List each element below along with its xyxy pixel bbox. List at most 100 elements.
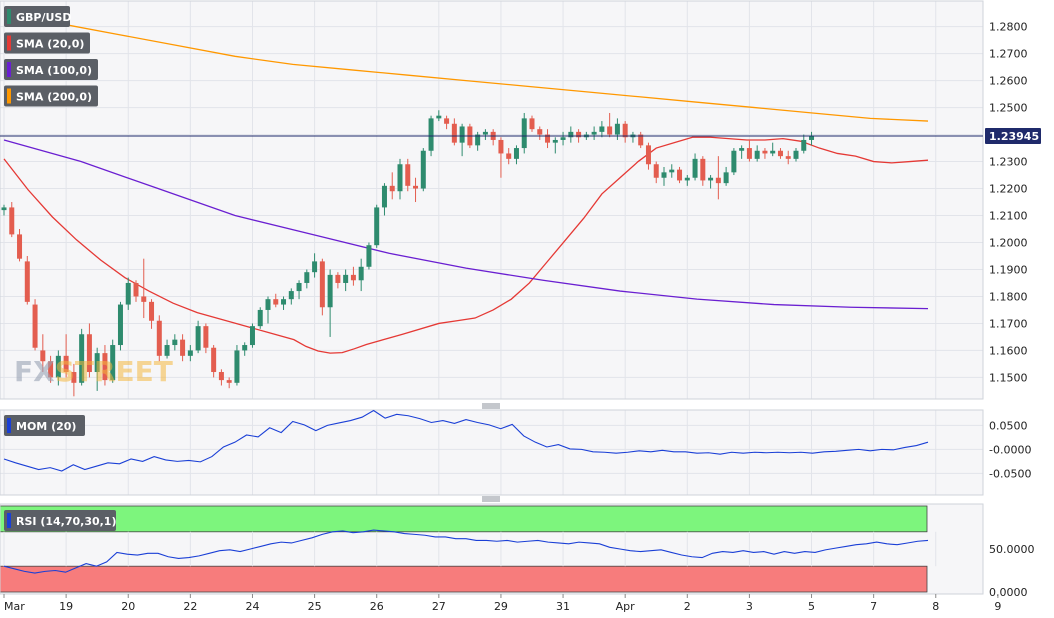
candle-body	[715, 177, 721, 184]
mom-y-axis: 0.0500 -0.0000 -0.0500	[989, 419, 1031, 480]
candle-body	[133, 282, 139, 297]
candle-body	[482, 131, 488, 135]
sma100-line	[3, 139, 929, 310]
panel-resize-handle[interactable]	[482, 403, 500, 409]
candles	[1, 110, 815, 397]
candle-body	[350, 274, 356, 281]
rsi-oversold-zone	[0, 565, 928, 593]
candle-body	[381, 185, 387, 208]
candle-body	[653, 164, 659, 178]
candle-body	[801, 139, 807, 151]
candle-body	[32, 304, 38, 348]
price-tick-label: 1.2800	[989, 21, 1028, 34]
candle-body	[607, 126, 613, 135]
fxstreet-watermark: FXSTREET	[14, 355, 173, 388]
x-tick-label: 9	[994, 600, 1001, 613]
x-tick-label: 2	[684, 600, 691, 613]
candle-body	[529, 118, 535, 130]
price-tick-label: 1.2000	[989, 236, 1028, 249]
candle-body	[599, 126, 605, 132]
candle-body	[677, 169, 683, 181]
mom-tick-label: -0.0500	[989, 467, 1031, 480]
candle-body	[141, 296, 147, 302]
rsi-y-axis: 50.0000 0.0000	[989, 543, 1035, 599]
mom-panel	[0, 410, 983, 495]
candle-body	[55, 355, 61, 378]
candle-body	[17, 234, 23, 259]
candle-body	[296, 282, 302, 292]
candle-body	[249, 326, 255, 346]
panel-resize-handle-2[interactable]	[482, 496, 500, 502]
mom-tick-label: -0.0000	[989, 443, 1031, 456]
candle-body	[661, 172, 667, 178]
x-tick-label: 8	[932, 600, 939, 613]
candle-body	[513, 148, 519, 159]
candle-body	[459, 126, 465, 143]
candle-body	[265, 299, 271, 310]
sma-lines	[3, 12, 929, 354]
candle-body	[389, 185, 395, 192]
rsi-zones	[0, 503, 984, 595]
x-tick-label: 29	[494, 600, 508, 613]
mom-legend[interactable]: MOM (20)	[4, 415, 85, 436]
candle-body	[48, 361, 54, 378]
rsi-line	[3, 529, 929, 574]
candle-body	[591, 131, 597, 135]
candle-body	[187, 350, 193, 356]
x-tick-label: 7	[870, 600, 877, 613]
x-tick-label: Apr	[616, 600, 636, 613]
candle-body	[211, 347, 217, 373]
candle-body	[125, 282, 131, 305]
candle-body	[420, 150, 426, 189]
candle-body	[242, 345, 248, 351]
mom-label: MOM (20)	[16, 420, 76, 433]
price-tick-label: 1.1500	[989, 371, 1028, 384]
candle-body	[149, 301, 155, 321]
candle-body	[451, 123, 457, 143]
candle-body	[521, 118, 527, 149]
candle-body	[684, 177, 690, 181]
mom-polyline	[3, 409, 929, 472]
legend-item[interactable]: SMA (20,0)	[4, 32, 90, 54]
legend-item[interactable]: GBP/USD	[4, 6, 71, 27]
legend-item[interactable]: SMA (200,0)	[4, 85, 98, 107]
candle-body	[257, 309, 263, 327]
candle-body	[638, 134, 644, 146]
chart-legend[interactable]: GBP/USD SMA (20,0) SMA (100,0) SMA (200,0)	[4, 6, 98, 107]
svg-text:FXSTREET: FXSTREET	[14, 355, 173, 388]
price-tick-label: 1.1900	[989, 263, 1028, 276]
candle-body	[79, 334, 85, 383]
candle-body	[9, 207, 15, 235]
candle-body	[552, 139, 558, 143]
legend-item[interactable]: SMA (100,0)	[4, 59, 98, 80]
rsi-overbought-zone	[0, 505, 928, 533]
price-y-axis: 1.28001.27001.26001.25001.24001.23001.22…	[989, 21, 1028, 385]
price-panel	[0, 1, 983, 399]
rsi-tick-label: 50.0000	[989, 543, 1035, 556]
x-tick-label: 20	[121, 600, 135, 613]
candle-body	[537, 129, 543, 135]
candle-body	[746, 148, 752, 159]
candle-body	[366, 245, 372, 267]
rsi-legend[interactable]: RSI (14,70,30,1)	[4, 510, 116, 531]
legend-item-label: SMA (100,0)	[16, 64, 92, 77]
candle-body	[576, 131, 582, 138]
last-price-line: 1.23945	[0, 128, 1041, 145]
candle-body	[405, 164, 411, 186]
rsi-label: RSI (14,70,30,1)	[16, 515, 116, 528]
candle-body	[234, 350, 240, 383]
x-tick-label: 26	[370, 600, 384, 613]
candle-body	[319, 261, 325, 308]
candle-body	[692, 158, 698, 178]
candle-body	[63, 355, 69, 373]
candle-body	[156, 320, 162, 356]
candle-body	[172, 339, 178, 346]
candle-body	[226, 380, 232, 383]
x-tick-label: 3	[746, 600, 753, 613]
price-tick-label: 1.1700	[989, 317, 1028, 330]
legend-item-label: GBP/USD	[16, 11, 71, 24]
candle-body	[444, 118, 450, 124]
rsi-tick-label: 0.0000	[989, 586, 1028, 599]
price-tick-label: 1.2500	[989, 102, 1028, 115]
